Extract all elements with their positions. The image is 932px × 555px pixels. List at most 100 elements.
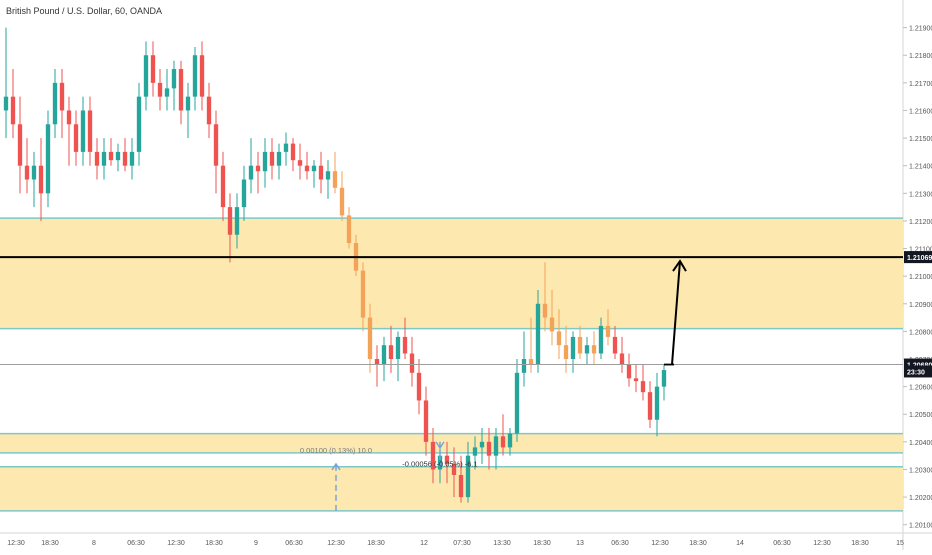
x-tick-label: 18:30	[689, 540, 707, 547]
candle-body	[402, 336, 408, 354]
candle-body	[192, 55, 198, 97]
candle-body	[17, 124, 23, 166]
y-tick-label: 1.20800	[909, 329, 932, 336]
candle-body	[605, 325, 611, 337]
price-label-box	[904, 365, 932, 378]
candle-body	[521, 359, 527, 373]
candle-body	[227, 207, 233, 235]
x-tick-label: 06:30	[773, 540, 791, 547]
zone-1	[0, 433, 903, 453]
candle-body	[563, 345, 569, 360]
x-tick-label: 15	[896, 540, 904, 547]
candle-body	[507, 433, 513, 448]
candle-body	[388, 345, 394, 360]
candle-body	[206, 96, 212, 125]
candle-body	[136, 96, 142, 152]
candle-body	[31, 165, 37, 180]
price-axis[interactable]: 1.21900 1.21800 1.21700 1.21600 1.21500 1.214…	[903, 26, 932, 530]
arrow-head	[672, 259, 687, 272]
overlays: 0.00100 (0.13%) 10.0 -0.00056 (-0.05%) -6…	[0, 256, 903, 511]
candle-body	[444, 455, 450, 464]
candle-body	[164, 88, 170, 97]
candle-body	[94, 151, 100, 166]
candle-body	[10, 96, 16, 125]
y-tick-label: 1.20300	[909, 467, 932, 474]
candle-body	[276, 151, 282, 166]
x-tick-label: 12:30	[327, 540, 345, 547]
candle-body	[297, 160, 303, 166]
candle-body	[493, 436, 499, 456]
y-tick-label: 1.21900	[909, 26, 932, 33]
projection-arrow	[671, 261, 681, 365]
candle-body	[318, 165, 324, 180]
time-axis[interactable]: 12:30 18:30 8 06:30 12:30 18:30 9 06:30 12:30 18:…	[7, 540, 904, 547]
x-tick-label: 12	[420, 540, 428, 547]
candle-body	[346, 215, 352, 244]
y-tick-label: 1.20100	[909, 523, 932, 530]
candle-body	[486, 441, 492, 456]
candle-body	[535, 303, 541, 365]
candle-body	[360, 270, 366, 318]
candle-body	[220, 165, 226, 208]
candle-body	[66, 110, 72, 125]
y-tick-label: 1.21600	[909, 108, 932, 115]
candle-body	[416, 372, 422, 401]
candle-body	[248, 165, 254, 180]
candle-body	[213, 124, 219, 166]
candle-body	[542, 303, 548, 318]
candle-body	[430, 441, 436, 470]
x-tick-label: 06:30	[285, 540, 303, 547]
x-tick-label: 06:30	[611, 540, 629, 547]
candle-body	[262, 151, 268, 172]
candle-body	[108, 151, 114, 161]
x-tick-label: 8	[92, 540, 96, 547]
x-tick-label: 12:30	[813, 540, 831, 547]
candle-body	[171, 69, 177, 89]
x-tick-label: 9	[254, 540, 258, 547]
y-tick-label: 1.21400	[909, 164, 932, 171]
zone-0	[0, 218, 903, 329]
candle-body	[584, 345, 590, 354]
candle-body	[458, 475, 464, 498]
candle-body	[598, 325, 604, 354]
candle-body	[612, 336, 618, 354]
candle-body	[367, 317, 373, 360]
candle-body	[185, 96, 191, 111]
candle-body	[290, 143, 296, 161]
y-tick-label: 1.21100	[909, 247, 932, 254]
measure-label: 0.00100 (0.13%) 10.0	[300, 446, 372, 455]
candle-body	[45, 124, 51, 194]
candle-body	[143, 55, 149, 97]
y-tick-label: 1.21700	[909, 81, 932, 88]
y-tick-label: 1.21500	[909, 136, 932, 143]
candle-body	[157, 82, 163, 97]
candle-body	[283, 143, 289, 152]
symbol-title: British Pound / U.S. Dollar, 60, OANDA	[6, 6, 163, 16]
candle-body	[661, 370, 667, 387]
candle-body	[626, 364, 632, 379]
candle-body	[437, 455, 443, 470]
y-tick-label: 1.20500	[909, 412, 932, 419]
candle-body	[500, 436, 506, 448]
candle-body	[647, 392, 653, 420]
y-tick-label: 1.21200	[909, 219, 932, 226]
candle-body	[570, 336, 576, 360]
candle-body	[24, 165, 30, 180]
x-tick-label: 12:30	[7, 540, 25, 547]
candle-body	[409, 353, 415, 373]
y-tick-label: 1.20200	[909, 495, 932, 502]
candle-body	[73, 124, 79, 152]
candle-body	[374, 359, 380, 365]
candle-body	[87, 110, 93, 152]
candle-body	[577, 336, 583, 354]
zones	[0, 217, 903, 512]
x-tick-label: 18:30	[851, 540, 869, 547]
candle-body	[234, 207, 240, 235]
zone-2	[0, 466, 903, 511]
x-tick-label: 12:30	[167, 540, 185, 547]
candle-body	[591, 345, 597, 354]
x-tick-label: 07:30	[453, 540, 471, 547]
candle-body	[465, 455, 471, 498]
